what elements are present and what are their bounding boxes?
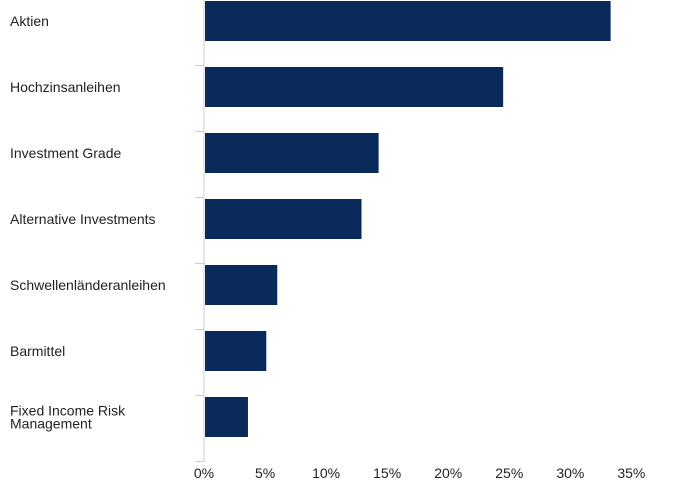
bar (205, 67, 504, 107)
x-tick-label: 30% (556, 465, 584, 481)
category-label: Barmittel (10, 343, 65, 359)
bar (205, 1, 611, 41)
bar (205, 397, 248, 437)
x-tick-label: 35% (617, 465, 645, 481)
x-tick-label: 20% (434, 465, 462, 481)
x-tick-label: 15% (373, 465, 401, 481)
bar (205, 265, 278, 305)
category-labels: Aktien Hochzinsanleihen Investment Grade Al… (10, 13, 166, 432)
bar (205, 199, 362, 239)
x-axis-tick-labels: 0% 5% 10% 15% 20% 25% 30% 35% (194, 465, 646, 481)
x-tick-label: 25% (495, 465, 523, 481)
x-tick-label: 10% (312, 465, 340, 481)
category-label: Aktien (10, 13, 49, 29)
category-label: Investment Grade (10, 145, 121, 161)
category-label: Alternative Investments (10, 211, 156, 227)
bars-layer (205, 1, 611, 437)
x-tick-label: 5% (255, 465, 275, 481)
category-label: Hochzinsanleihen (10, 79, 121, 95)
x-tick-label: 0% (194, 465, 214, 481)
category-label: Schwellenländeranleihen (10, 277, 166, 293)
category-label: Fixed Income Risk Management (10, 403, 126, 432)
axis-layer (195, 0, 205, 462)
bar (205, 331, 267, 371)
bar (205, 133, 379, 173)
